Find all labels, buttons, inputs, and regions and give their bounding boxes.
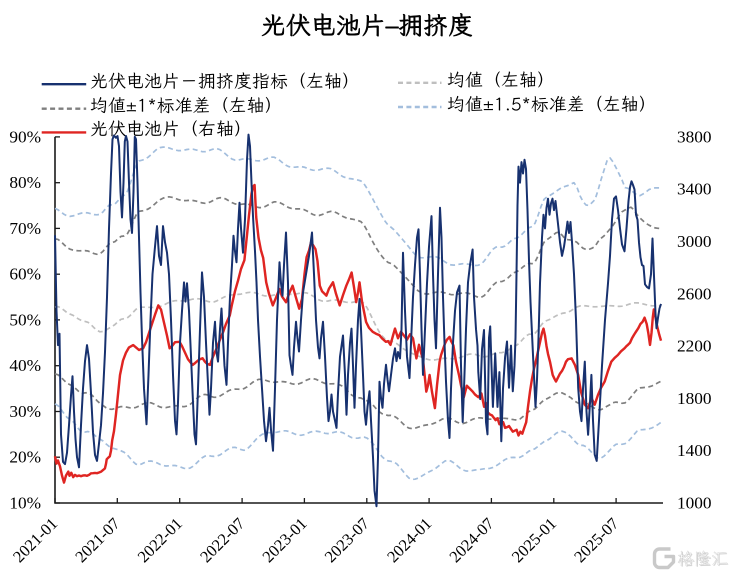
svg-text:50%: 50% (9, 310, 41, 329)
svg-text:10%: 10% (9, 494, 41, 513)
svg-text:80%: 80% (9, 173, 41, 192)
svg-text:3000: 3000 (677, 232, 712, 251)
svg-text:90%: 90% (9, 127, 41, 146)
svg-text:1800: 1800 (677, 389, 712, 408)
svg-text:3800: 3800 (677, 127, 712, 146)
svg-text:3400: 3400 (677, 180, 712, 199)
svg-text:1400: 1400 (677, 441, 712, 460)
svg-text:40%: 40% (9, 356, 41, 375)
svg-text:60%: 60% (9, 265, 41, 284)
svg-text:1000: 1000 (677, 494, 712, 513)
svg-text:70%: 70% (9, 219, 41, 238)
svg-text:2600: 2600 (677, 284, 712, 303)
svg-text:30%: 30% (9, 402, 41, 421)
svg-text:20%: 20% (9, 448, 41, 467)
svg-text:2200: 2200 (677, 337, 712, 356)
